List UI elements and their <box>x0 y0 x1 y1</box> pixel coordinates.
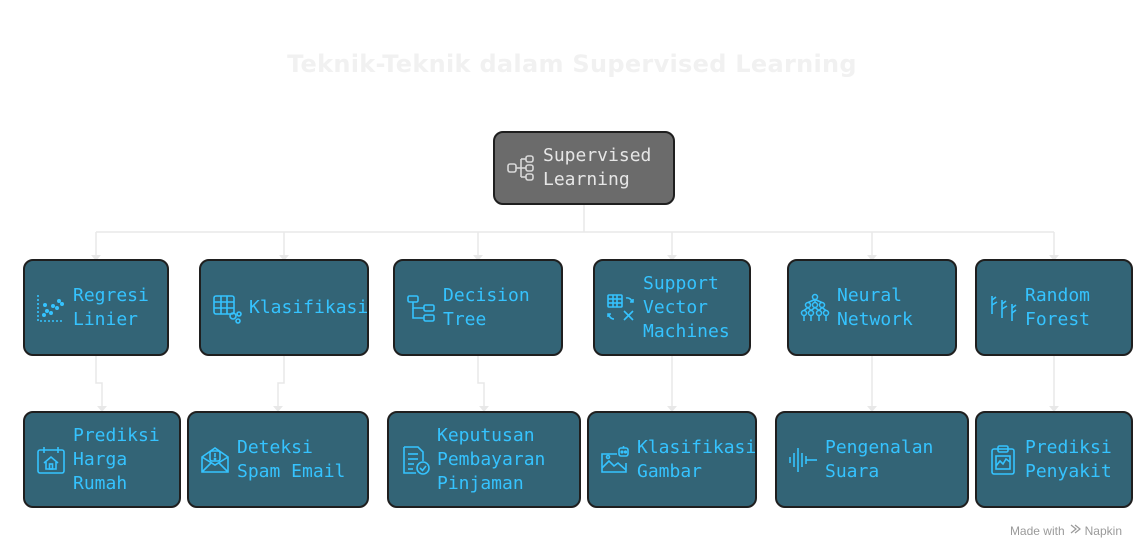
node-neural-network: Neural Network <box>787 259 957 356</box>
watermark: Made with Napkin <box>1010 523 1122 538</box>
arrowhead <box>479 406 489 412</box>
arrowhead <box>1049 406 1059 412</box>
spam-email-icon <box>199 444 231 476</box>
node-label: Klasifikasi Gambar <box>637 436 757 482</box>
node-label: Klasifikasi <box>249 296 369 318</box>
node-supervised-learning: Supervised Learning <box>493 131 675 205</box>
connector-decision-to-app <box>477 356 485 411</box>
arrowhead <box>667 255 677 261</box>
medical-clipboard-icon <box>987 444 1019 476</box>
arrowhead <box>273 406 283 412</box>
watermark-made-with: Made with <box>1009 523 1065 538</box>
node-label: Keputusan Pembayaran Pinjaman <box>437 424 546 494</box>
data-flow-icon <box>505 152 537 184</box>
diagram-title: Teknik-Teknik dalam Supervised Learning <box>287 50 857 78</box>
decision-tree-icon <box>405 292 437 324</box>
node-prediksi-penyakit: Prediksi Penyakit <box>975 411 1133 508</box>
approved-document-icon <box>399 444 431 476</box>
node-klasifikasi: Klasifikasi <box>199 259 369 356</box>
node-klasifikasi-gambar: Klasifikasi Gambar <box>587 411 757 508</box>
node-regresi-linier: Regresi Linier <box>23 259 169 356</box>
node-label: Neural Network <box>837 284 913 330</box>
scatter-plot-icon <box>35 292 67 324</box>
node-label: Regresi Linier <box>73 284 149 330</box>
node-label: Pengenalan Suara <box>825 436 934 482</box>
node-support-vector-machines: Support Vector Machines <box>593 259 751 356</box>
connector-klasifikasi-to-app <box>277 356 285 411</box>
watermark-brand: Napkin <box>1084 523 1122 538</box>
node-label: Deteksi Spam Email <box>237 436 346 482</box>
table-classify-icon <box>211 292 243 324</box>
napkin-logo-icon <box>1069 523 1081 538</box>
neural-network-icon <box>799 292 831 324</box>
arrowhead <box>1049 255 1059 261</box>
node-label: Prediksi Penyakit <box>1025 436 1112 482</box>
arrowhead <box>279 255 289 261</box>
arrowhead <box>667 406 677 412</box>
node-keputusan-pembayaran-pinjaman: Keputusan Pembayaran Pinjaman <box>387 411 581 508</box>
connector-regresi-to-app <box>95 356 103 411</box>
node-pengenalan-suara: Pengenalan Suara <box>775 411 969 508</box>
forest-icon <box>987 292 1019 324</box>
sound-wave-icon <box>787 444 819 476</box>
node-prediksi-harga-rumah: Prediksi Harga Rumah <box>23 411 181 508</box>
arrowhead <box>867 406 877 412</box>
arrowhead <box>473 255 483 261</box>
node-label: Supervised Learning <box>543 145 652 190</box>
node-deteksi-spam-email: Deteksi Spam Email <box>187 411 369 508</box>
vector-machine-icon <box>605 292 637 324</box>
node-random-forest: Random Forest <box>975 259 1133 356</box>
arrowhead <box>97 406 107 412</box>
node-label: Support Vector Machines <box>643 272 730 342</box>
arrowhead <box>867 255 877 261</box>
node-label: Decision Tree <box>443 284 530 330</box>
arrowhead <box>91 255 101 261</box>
image-robot-icon <box>599 444 631 476</box>
node-decision-tree: Decision Tree <box>393 259 563 356</box>
node-label: Random Forest <box>1025 284 1091 330</box>
house-calendar-icon <box>35 444 67 476</box>
node-label: Prediksi Harga Rumah <box>73 424 160 494</box>
